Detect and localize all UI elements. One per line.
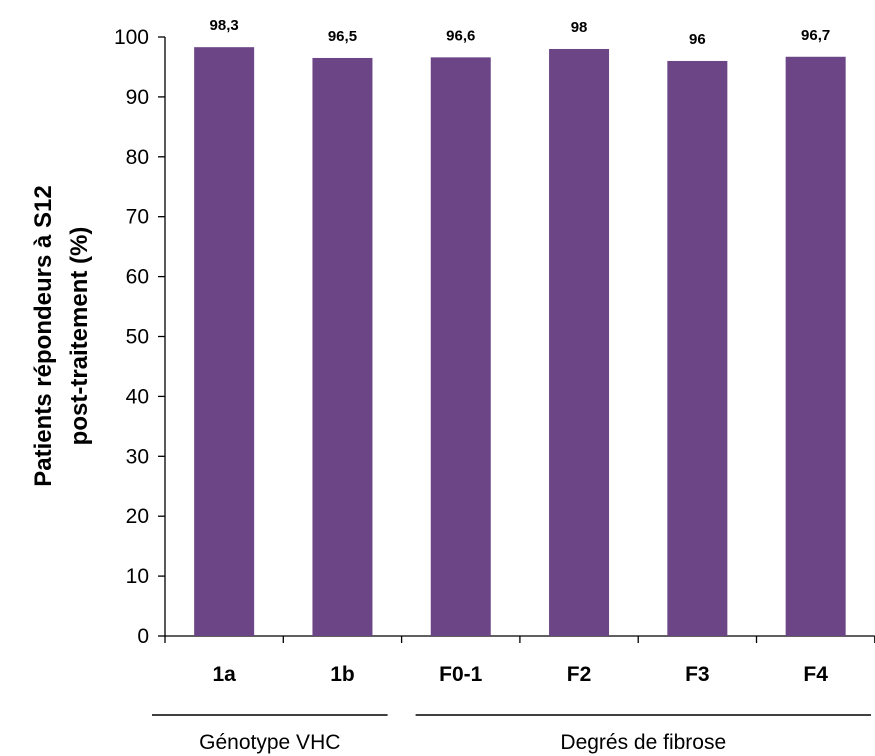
y-tick-label: 70 [126, 206, 149, 229]
y-tick-label: 100 [114, 26, 149, 49]
bar-f4 [785, 56, 846, 637]
bar-f2 [549, 48, 610, 637]
x-tick-label: 1a [212, 663, 236, 686]
y-tick-label: 80 [126, 146, 149, 169]
group-label: Degrés de fibrose [560, 731, 726, 754]
y-tick-label: 90 [126, 86, 149, 109]
bar-f3 [667, 60, 728, 636]
y-tick-label: 30 [126, 445, 149, 468]
x-axis [164, 635, 875, 643]
y-tick-label: 10 [126, 565, 149, 588]
y-axis: 0 10 20 30 40 50 60 70 80 90 100 [114, 26, 166, 648]
data-label: 96,5 [328, 28, 357, 45]
data-label: 96,6 [446, 27, 475, 44]
y-tick-label: 0 [137, 625, 149, 648]
x-tick-label: 1b [330, 663, 355, 686]
y-axis-label-line: Patients répondeurs à S12 [30, 185, 57, 486]
y-axis-label-line: post-traitement (%) [66, 227, 93, 446]
y-tick-label: 50 [126, 326, 149, 349]
data-label: 96 [689, 31, 706, 48]
y-tick-label: 60 [126, 266, 149, 289]
x-tick-label: F4 [803, 663, 828, 686]
data-label: 98,3 [210, 17, 239, 34]
x-tick-labels: 1a 1b F0-1 F2 F3 F4 [212, 663, 828, 686]
x-tick-label: F2 [567, 663, 592, 686]
group-label: Génotype VHC [199, 731, 340, 754]
y-axis-label: Patients répondeurs à S12 post-traitement… [30, 185, 93, 486]
data-label: 96,7 [801, 27, 830, 44]
x-tick-label: F3 [685, 663, 710, 686]
y-tick-label: 20 [126, 505, 149, 528]
x-tick-label: F0-1 [439, 663, 483, 686]
data-labels: 98,3 96,5 96,6 98 96 96,7 [210, 17, 831, 48]
bar-1b [312, 57, 373, 636]
data-label: 98 [571, 19, 588, 36]
bar-1a [194, 47, 255, 637]
y-tick-label: 40 [126, 385, 149, 408]
bars [194, 47, 846, 637]
bar-f0-1 [430, 57, 491, 636]
category-groups: Génotype VHC Degrés de fibrose [151, 714, 871, 754]
